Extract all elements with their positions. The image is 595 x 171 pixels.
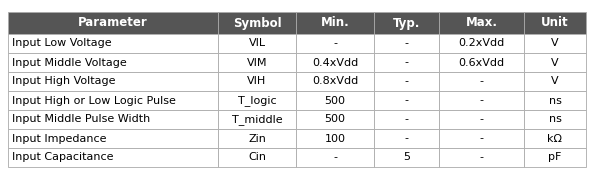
Text: Input Middle Voltage: Input Middle Voltage (12, 57, 127, 68)
Text: -: - (480, 76, 484, 87)
Text: VIL: VIL (249, 38, 265, 49)
Bar (296, 12, 374, 34)
Bar (439, 53, 524, 72)
Text: VIM: VIM (247, 57, 267, 68)
Bar (218, 72, 296, 91)
Bar (218, 53, 296, 72)
Text: 0.2xVdd: 0.2xVdd (458, 38, 505, 49)
Bar (374, 110, 439, 129)
Bar (218, 110, 296, 129)
Text: 0.4xVdd: 0.4xVdd (312, 57, 358, 68)
Text: Symbol: Symbol (233, 16, 281, 30)
Text: -: - (405, 95, 409, 106)
Text: 500: 500 (324, 115, 346, 124)
Bar (524, 12, 586, 34)
Text: -: - (405, 76, 409, 87)
Bar (296, 91, 374, 110)
Text: -: - (480, 134, 484, 143)
Bar (8, 72, 218, 91)
Bar (218, 91, 296, 110)
Bar (8, 12, 218, 34)
Text: V: V (551, 38, 559, 49)
Text: -: - (333, 153, 337, 162)
Bar (374, 148, 439, 167)
Bar (8, 34, 218, 53)
Text: Input High Voltage: Input High Voltage (12, 76, 115, 87)
Text: 0.6xVdd: 0.6xVdd (458, 57, 505, 68)
Text: -: - (405, 115, 409, 124)
Bar (296, 148, 374, 167)
Text: Typ.: Typ. (393, 16, 420, 30)
Bar (524, 34, 586, 53)
Bar (439, 110, 524, 129)
Bar (8, 53, 218, 72)
Text: ns: ns (549, 95, 562, 106)
Text: -: - (405, 57, 409, 68)
Text: V: V (551, 76, 559, 87)
Bar (374, 72, 439, 91)
Text: Zin: Zin (248, 134, 266, 143)
Text: -: - (333, 38, 337, 49)
Text: Input Impedance: Input Impedance (12, 134, 107, 143)
Text: T_logic: T_logic (237, 95, 276, 106)
Bar (524, 148, 586, 167)
Text: VIH: VIH (248, 76, 267, 87)
Text: 500: 500 (324, 95, 346, 106)
Text: pF: pF (549, 153, 562, 162)
Bar (8, 91, 218, 110)
Text: Max.: Max. (465, 16, 497, 30)
Bar (524, 129, 586, 148)
Text: Parameter: Parameter (78, 16, 148, 30)
Bar (439, 34, 524, 53)
Text: -: - (480, 95, 484, 106)
Text: -: - (480, 115, 484, 124)
Bar (8, 148, 218, 167)
Bar (439, 148, 524, 167)
Text: kΩ: kΩ (547, 134, 562, 143)
Text: Input High or Low Logic Pulse: Input High or Low Logic Pulse (12, 95, 176, 106)
Text: T_middle: T_middle (231, 114, 282, 125)
Bar (439, 12, 524, 34)
Bar (524, 91, 586, 110)
Text: -: - (480, 153, 484, 162)
Bar (524, 53, 586, 72)
Bar (296, 72, 374, 91)
Text: -: - (405, 134, 409, 143)
Bar (8, 110, 218, 129)
Text: Input Capacitance: Input Capacitance (12, 153, 114, 162)
Text: Input Low Voltage: Input Low Voltage (12, 38, 112, 49)
Bar (374, 53, 439, 72)
Bar (218, 12, 296, 34)
Bar (374, 34, 439, 53)
Bar (296, 34, 374, 53)
Text: -: - (405, 38, 409, 49)
Bar (524, 72, 586, 91)
Bar (296, 53, 374, 72)
Text: 5: 5 (403, 153, 410, 162)
Text: V: V (551, 57, 559, 68)
Bar (296, 129, 374, 148)
Text: 100: 100 (324, 134, 346, 143)
Bar (218, 129, 296, 148)
Bar (218, 148, 296, 167)
Text: ns: ns (549, 115, 562, 124)
Text: Min.: Min. (321, 16, 349, 30)
Bar (374, 91, 439, 110)
Bar (218, 34, 296, 53)
Bar (374, 12, 439, 34)
Text: Unit: Unit (541, 16, 569, 30)
Bar (8, 129, 218, 148)
Text: Input Middle Pulse Width: Input Middle Pulse Width (12, 115, 151, 124)
Bar (439, 91, 524, 110)
Bar (524, 110, 586, 129)
Bar (439, 72, 524, 91)
Text: 0.8xVdd: 0.8xVdd (312, 76, 358, 87)
Bar (439, 129, 524, 148)
Bar (296, 110, 374, 129)
Bar (374, 129, 439, 148)
Text: Cin: Cin (248, 153, 266, 162)
